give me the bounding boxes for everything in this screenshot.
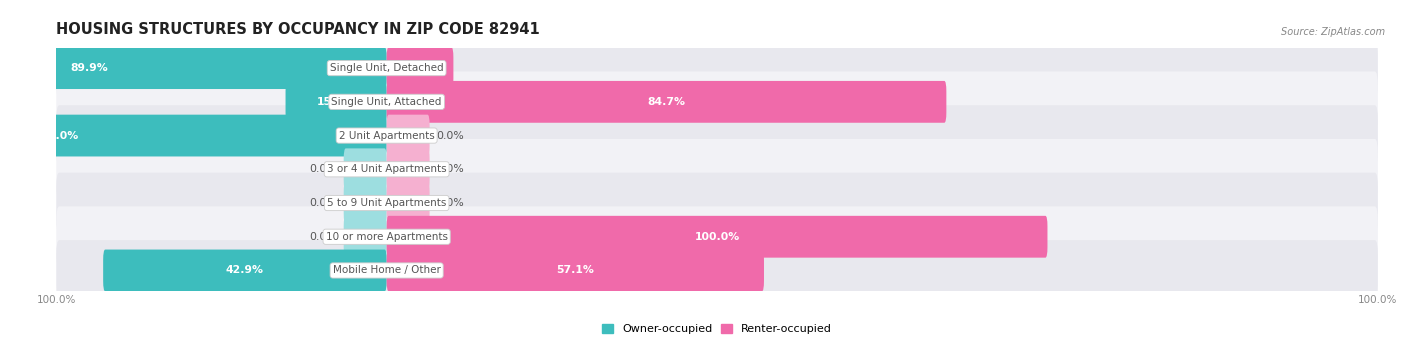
FancyBboxPatch shape (387, 182, 430, 224)
Text: 100.0%: 100.0% (695, 232, 740, 242)
FancyBboxPatch shape (343, 148, 387, 190)
FancyBboxPatch shape (56, 240, 1378, 301)
Text: Single Unit, Detached: Single Unit, Detached (330, 63, 443, 73)
Text: Source: ZipAtlas.com: Source: ZipAtlas.com (1281, 27, 1385, 37)
Text: HOUSING STRUCTURES BY OCCUPANCY IN ZIP CODE 82941: HOUSING STRUCTURES BY OCCUPANCY IN ZIP C… (56, 22, 540, 37)
FancyBboxPatch shape (387, 47, 453, 89)
Text: Mobile Home / Other: Mobile Home / Other (333, 265, 440, 275)
FancyBboxPatch shape (387, 148, 430, 190)
FancyBboxPatch shape (0, 115, 387, 157)
Text: 0.0%: 0.0% (436, 164, 464, 174)
FancyBboxPatch shape (56, 105, 1378, 166)
FancyBboxPatch shape (56, 139, 1378, 200)
FancyBboxPatch shape (387, 115, 430, 157)
FancyBboxPatch shape (0, 47, 387, 89)
Text: 15.3%: 15.3% (318, 97, 356, 107)
FancyBboxPatch shape (343, 216, 387, 258)
FancyBboxPatch shape (56, 206, 1378, 267)
Text: 3 or 4 Unit Apartments: 3 or 4 Unit Apartments (326, 164, 447, 174)
FancyBboxPatch shape (56, 173, 1378, 233)
Legend: Owner-occupied, Renter-occupied: Owner-occupied, Renter-occupied (598, 319, 837, 339)
FancyBboxPatch shape (387, 250, 763, 291)
Text: 0.0%: 0.0% (309, 232, 337, 242)
FancyBboxPatch shape (56, 38, 1378, 98)
Text: 10 or more Apartments: 10 or more Apartments (326, 232, 447, 242)
Text: 84.7%: 84.7% (648, 97, 686, 107)
Text: 5 to 9 Unit Apartments: 5 to 9 Unit Apartments (328, 198, 446, 208)
Text: 0.0%: 0.0% (309, 198, 337, 208)
Text: 0.0%: 0.0% (436, 198, 464, 208)
Text: 42.9%: 42.9% (226, 265, 264, 275)
Text: 89.9%: 89.9% (70, 63, 108, 73)
FancyBboxPatch shape (285, 81, 387, 123)
Text: Single Unit, Attached: Single Unit, Attached (332, 97, 441, 107)
FancyBboxPatch shape (387, 216, 1047, 258)
Text: 57.1%: 57.1% (557, 265, 595, 275)
FancyBboxPatch shape (387, 81, 946, 123)
FancyBboxPatch shape (343, 182, 387, 224)
Text: 2 Unit Apartments: 2 Unit Apartments (339, 131, 434, 141)
Text: 0.0%: 0.0% (309, 164, 337, 174)
FancyBboxPatch shape (56, 71, 1378, 132)
FancyBboxPatch shape (103, 250, 387, 291)
Text: 100.0%: 100.0% (34, 131, 79, 141)
Text: 0.0%: 0.0% (436, 131, 464, 141)
Text: 10.1%: 10.1% (401, 63, 439, 73)
